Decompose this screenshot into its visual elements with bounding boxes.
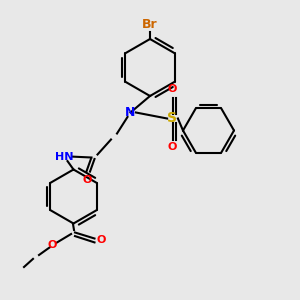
Text: HN: HN <box>55 152 74 162</box>
Text: O: O <box>97 235 106 245</box>
Text: Br: Br <box>142 19 158 32</box>
Text: O: O <box>168 85 177 94</box>
Text: S: S <box>167 112 178 125</box>
Text: O: O <box>48 239 57 250</box>
Text: N: N <box>125 106 136 119</box>
Text: O: O <box>168 142 177 152</box>
Text: O: O <box>82 175 92 184</box>
